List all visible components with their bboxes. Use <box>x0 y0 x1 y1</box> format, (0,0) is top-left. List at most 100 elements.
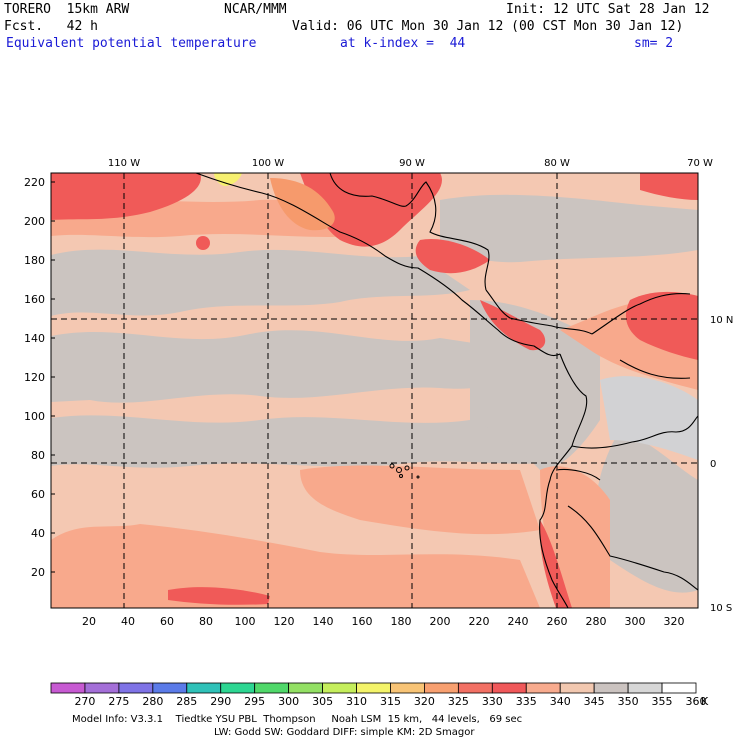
coastlines <box>195 173 698 608</box>
theta-e-field <box>51 173 698 608</box>
organization: NCAR/MMM <box>224 2 287 17</box>
colorbar-swatch <box>491 682 527 694</box>
colorbar-swatch <box>220 682 256 694</box>
y-tick: 180 <box>24 254 45 267</box>
colorbar-label: 310 <box>346 695 367 708</box>
colorbar-labels: 270 275 280 285 290 295 300 305 310 315 320 325 330 3… <box>74 695 706 708</box>
x-tick: 60 <box>160 615 174 628</box>
colorbar-label: 280 <box>142 695 163 708</box>
lat-label-10n: 10 N <box>710 315 733 326</box>
border-andes-east <box>567 505 698 591</box>
y-tick: 100 <box>24 410 45 423</box>
island <box>399 474 403 478</box>
colorbar-swatch <box>152 682 188 694</box>
colorbar-label: 325 <box>448 695 469 708</box>
map-frame <box>50 172 699 609</box>
colorbar-swatch <box>559 682 595 694</box>
smoothing-info: sm= 2 <box>634 36 674 51</box>
island <box>404 465 410 471</box>
model-info-line1: Model Info: V3.3.1 Tiedtke YSU PBL Thomp… <box>72 714 522 725</box>
field-orange-mexico <box>270 178 335 231</box>
model-title: TORERO 15km ARW <box>4 2 130 17</box>
colorbar-swatch <box>322 682 357 694</box>
colorbar-label: 290 <box>210 695 231 708</box>
x-tick: 260 <box>547 615 568 628</box>
coastline-mexico-pacific <box>195 173 561 357</box>
lat-lon-grid <box>51 173 698 608</box>
field-red-northwest <box>51 173 201 220</box>
colorbar-swatch <box>627 682 663 694</box>
field-red-andes <box>539 520 572 608</box>
colorbar-swatch <box>50 682 86 694</box>
y-tick: 40 <box>31 527 45 540</box>
x-tick: 320 <box>664 615 685 628</box>
field-yellow-spot <box>214 173 242 186</box>
field-red-panama <box>480 300 546 351</box>
colorbar-swatch <box>356 682 391 694</box>
colorbar-label: 305 <box>312 695 333 708</box>
colorbar-label: 315 <box>380 695 401 708</box>
field-grey-topright <box>440 194 698 263</box>
colorbar-label: 330 <box>482 695 503 708</box>
colorbar-label: 345 <box>584 695 605 708</box>
colorbar-label: 275 <box>108 695 129 708</box>
x-tick: 120 <box>274 615 295 628</box>
model-info-line2: LW: Godd SW: Goddard DIFF: simple KM: 2D… <box>214 727 475 738</box>
x-tick: 140 <box>313 615 334 628</box>
forecast-hour: Fcst. 42 h <box>4 19 98 34</box>
colorbar-swatch <box>186 682 222 694</box>
colorbar-swatch <box>254 682 290 694</box>
lat-label-equator: 0 <box>710 459 716 470</box>
colorbar-swatch <box>288 682 323 694</box>
field-red-top-right <box>640 173 698 200</box>
colorbar-unit: K <box>701 695 709 708</box>
y-tick: 160 <box>24 293 45 306</box>
island <box>389 463 395 469</box>
level-info: at k-index = 44 <box>340 36 466 51</box>
field-red-central-america <box>415 238 490 274</box>
y-tick: 80 <box>31 449 45 462</box>
field-grey-band-mid <box>51 330 520 403</box>
y-tick: 220 <box>24 176 45 189</box>
field-grey-band-south <box>51 415 560 468</box>
colorbar-label: 295 <box>244 695 265 708</box>
colorbar <box>50 682 697 694</box>
colorbar-swatch <box>84 682 120 694</box>
x-tick: 40 <box>121 615 135 628</box>
field-grey-band-north <box>51 249 470 316</box>
x-tick: 200 <box>430 615 451 628</box>
x-tick: 180 <box>391 615 412 628</box>
colorbar-swatch <box>424 682 459 694</box>
field-orange-spot <box>196 236 210 250</box>
field-salmon-southwest <box>300 465 540 535</box>
field-red-venezuela <box>625 291 698 360</box>
y-axis-ticks: 220 200 180 160 140 120 100 80 60 40 20 <box>24 176 45 579</box>
y-tick: 120 <box>24 371 45 384</box>
valid-time: Valid: 06 UTC Mon 30 Jan 12 (00 CST Mon … <box>292 19 684 34</box>
lon-label-70w: 70 W <box>687 158 713 169</box>
coastline-caribbean-ca <box>485 289 593 335</box>
colorbar-swatch <box>457 682 493 694</box>
x-axis-ticks: 20 40 60 80 100 120 140 160 180 200 220 … <box>82 615 685 628</box>
lon-label-90w: 90 W <box>399 158 425 169</box>
colorbar-swatch <box>593 682 629 694</box>
colorbar-label: 350 <box>618 695 639 708</box>
lat-labels: 10 N 0 10 S <box>710 315 733 614</box>
y-tick: 60 <box>31 488 45 501</box>
coastline-gulf <box>329 173 490 291</box>
lon-label-100w: 100 W <box>252 158 284 169</box>
colorbar-label: 360 <box>686 695 707 708</box>
field-red-south-strip <box>168 587 270 605</box>
y-tick: 140 <box>24 332 45 345</box>
init-time: Init: 12 UTC Sat 28 Jan 12 <box>506 2 710 17</box>
lon-label-110w: 110 W <box>108 158 140 169</box>
island <box>416 475 420 479</box>
colorbar-label: 300 <box>278 695 299 708</box>
colorbar-label: 335 <box>516 695 537 708</box>
field-name: Equivalent potential temperature <box>6 36 257 51</box>
field-grey-tropics-east <box>596 430 698 593</box>
field-red-mexico <box>300 173 442 247</box>
colorbar-swatch <box>525 682 561 694</box>
colorbar-swatch <box>661 682 697 694</box>
